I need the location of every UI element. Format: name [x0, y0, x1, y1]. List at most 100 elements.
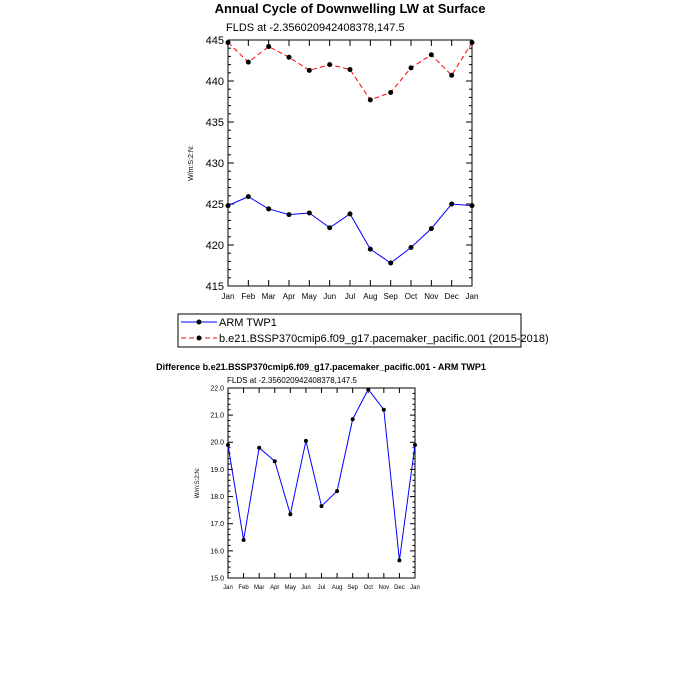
x-tick-label: Jan	[410, 585, 420, 591]
data-point	[366, 387, 371, 392]
x-tick-label: Nov	[378, 585, 389, 591]
y-tick-label: 420	[206, 240, 224, 252]
y-axis-label: W/m:S:2:N:	[195, 467, 201, 498]
y-tick-label: 15.0	[210, 575, 224, 582]
y-tick-label: 16.0	[210, 548, 224, 555]
data-point	[286, 212, 292, 218]
data-point	[245, 59, 251, 65]
data-point	[327, 225, 333, 231]
data-point	[347, 67, 353, 73]
y-tick-label: 20.0	[210, 440, 224, 447]
x-tick-label: Oct	[364, 585, 374, 591]
data-point	[257, 445, 262, 450]
data-point	[449, 201, 455, 207]
x-tick-label: May	[285, 585, 296, 591]
plot-area: 415 420 425 430 435 440 445 Jan Feb Mar Apr May Jun J…	[206, 35, 479, 301]
x-tick-label: Feb	[241, 292, 255, 301]
data-point	[245, 194, 251, 200]
x-tick-label: Jan	[466, 292, 479, 301]
chart-annual-cycle: Annual Cycle of Downwelling LW at Surfac…	[188, 1, 485, 301]
data-point	[266, 44, 272, 50]
y-tick-label: 435	[206, 117, 224, 129]
x-tick-label: Jun	[323, 292, 336, 301]
x-tick-label: Sep	[347, 585, 358, 591]
data-point	[381, 407, 386, 412]
data-point	[397, 558, 402, 563]
data-point	[469, 39, 475, 45]
x-tick-label: Mar	[254, 585, 264, 591]
x-tick-label: Dec	[445, 292, 459, 301]
legend: ARM TWP1 b.e21.BSSP370cmip6.f09_g17.pace…	[177, 313, 549, 348]
data-point	[327, 62, 333, 68]
y-tick-label: 415	[206, 281, 224, 293]
plot-frame	[227, 387, 416, 579]
x-tick-label: Jul	[318, 585, 326, 591]
data-point	[408, 244, 414, 250]
data-point	[367, 246, 373, 252]
data-point	[388, 260, 394, 266]
data-point	[272, 459, 277, 464]
data-point	[303, 438, 308, 443]
data-point	[335, 489, 340, 494]
data-point	[225, 39, 231, 45]
data-point	[449, 72, 455, 78]
data-point	[428, 52, 434, 58]
x-tick-label: Oct	[405, 292, 418, 301]
x-tick-label: Aug	[363, 292, 377, 301]
data-point	[226, 443, 230, 447]
data-point	[428, 226, 434, 232]
plot-frame	[227, 39, 473, 287]
legend-marker-series-1	[196, 319, 202, 325]
chart-subtitle: FLDS at -2.356020942408378,147.5	[226, 22, 405, 34]
x-tick-label: Jul	[345, 292, 355, 301]
chart-title: Annual Cycle of Downwelling LW at Surfac…	[215, 1, 486, 16]
legend-marker-series-2	[196, 335, 202, 341]
chart-difference: Difference b.e21.BSSP370cmip6.f09_g17.pa…	[156, 362, 486, 591]
data-point	[469, 203, 475, 209]
y-tick-label: 440	[206, 76, 224, 88]
x-tick-label: Apr	[283, 292, 296, 301]
legend-box	[177, 313, 522, 348]
data-point	[288, 512, 293, 517]
x-tick-label: Feb	[238, 585, 249, 591]
data-point	[367, 97, 373, 103]
chart-subtitle: FLDS at -2.356020942408378,147.5	[227, 376, 357, 385]
data-point	[306, 67, 312, 73]
data-point	[241, 538, 246, 542]
data-point	[413, 443, 417, 447]
x-tick-label: Nov	[424, 292, 438, 301]
data-point	[225, 203, 231, 209]
y-tick-label: 22.0	[210, 385, 224, 392]
legend-label-series-2: b.e21.BSSP370cmip6.f09_g17.pacemaker_pac…	[219, 333, 549, 345]
x-tick-label: Dec	[394, 585, 405, 591]
chart-title: Difference b.e21.BSSP370cmip6.f09_g17.pa…	[156, 362, 486, 372]
data-point	[266, 206, 272, 212]
y-tick-label: 19.0	[210, 467, 224, 474]
x-tick-label: Aug	[332, 585, 343, 591]
x-tick-label: Mar	[262, 292, 276, 301]
y-tick-label: 445	[206, 35, 224, 47]
x-tick-label: Sep	[384, 292, 399, 301]
y-tick-label: 430	[206, 158, 224, 170]
data-point	[408, 65, 414, 71]
y-tick-label: 21.0	[210, 413, 224, 420]
series-line-1	[227, 388, 416, 561]
x-tick-label: Jan	[223, 585, 233, 591]
x-tick-label: Jun	[301, 585, 311, 591]
legend-label-series-1: ARM TWP1	[219, 317, 277, 329]
y-axis-label: W/m:S:2:N:	[188, 145, 195, 181]
series-line-1	[227, 196, 473, 264]
x-tick-label: Apr	[270, 585, 279, 591]
y-tick-label: 17.0	[210, 521, 224, 528]
x-tick-label: Jan	[222, 292, 235, 301]
y-tick-label: 18.0	[210, 494, 224, 501]
y-tick-label: 425	[206, 199, 224, 211]
data-point	[347, 211, 353, 217]
data-point	[319, 504, 324, 509]
plot-area: 15.0 16.0 17.0 18.0 19.0 20.0 21.0 22.0 Jan Feb Ma…	[210, 385, 419, 591]
data-point	[350, 417, 355, 422]
data-point	[388, 89, 394, 95]
data-point	[286, 54, 292, 60]
data-point	[306, 210, 312, 216]
